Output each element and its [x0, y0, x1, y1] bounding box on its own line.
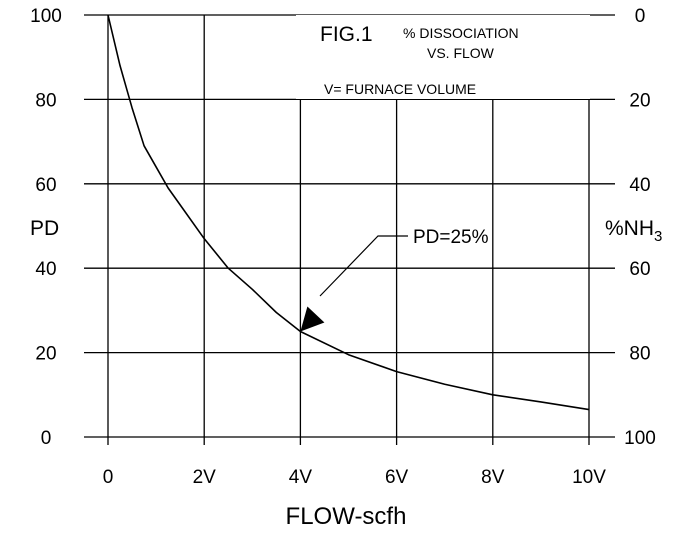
- y-tick-label-left: 20: [35, 344, 56, 365]
- figure-subtitle-line2: VS. FLOW: [427, 45, 495, 61]
- figure-subtitle-line1: % DISSOCIATION: [403, 25, 519, 41]
- x-axis-title: FLOW-scfh: [286, 503, 407, 530]
- y-axis-title-right-subscript: 3: [654, 228, 662, 245]
- x-tick-label: 4V: [289, 467, 313, 488]
- y-tick-label-left: 60: [35, 175, 56, 196]
- y-tick-label-left: 80: [35, 90, 56, 111]
- series-line: [107, 14, 590, 411]
- y-axis-title-left: PD: [30, 217, 59, 240]
- x-tick-label: 0: [103, 467, 114, 488]
- annotation-label: PD=25%: [413, 227, 489, 248]
- annotation-arrowhead: [300, 306, 325, 332]
- y-tick-label-right: 60: [629, 259, 650, 280]
- y-tick-label-right: 20: [629, 90, 650, 111]
- y-tick-label-right: 0: [635, 6, 646, 27]
- x-tick-label: 8V: [481, 467, 505, 488]
- y-tick-label-right: 40: [629, 175, 650, 196]
- furnace-volume-note: V= FURNACE VOLUME: [324, 81, 476, 97]
- y-axis-title-right-main: %NH: [605, 217, 654, 240]
- y-tick-label-left: 100: [30, 6, 62, 27]
- x-tick-label: 10V: [572, 467, 606, 488]
- y-tick-label-left: 40: [35, 259, 56, 280]
- y-tick-label-left: 0: [41, 428, 52, 449]
- y-tick-label-right: 100: [624, 428, 656, 449]
- annotation-leader-line: [319, 235, 408, 297]
- y-tick-label-right: 80: [629, 344, 650, 365]
- tick-labels: 0 2V 4V 6V 8V 10V 0 20 40 60 80 100 100 80 60 40 20 0: [30, 6, 656, 488]
- pd-annotation: PD=25%: [300, 227, 489, 332]
- y-axis-title-right: %NH3: [605, 217, 662, 245]
- title-box-background: [296, 15, 590, 99]
- figure-title: FIG.1: [320, 23, 373, 46]
- data-series: [107, 14, 590, 411]
- x-tick-label: 6V: [385, 467, 409, 488]
- x-tick-label: 2V: [193, 467, 217, 488]
